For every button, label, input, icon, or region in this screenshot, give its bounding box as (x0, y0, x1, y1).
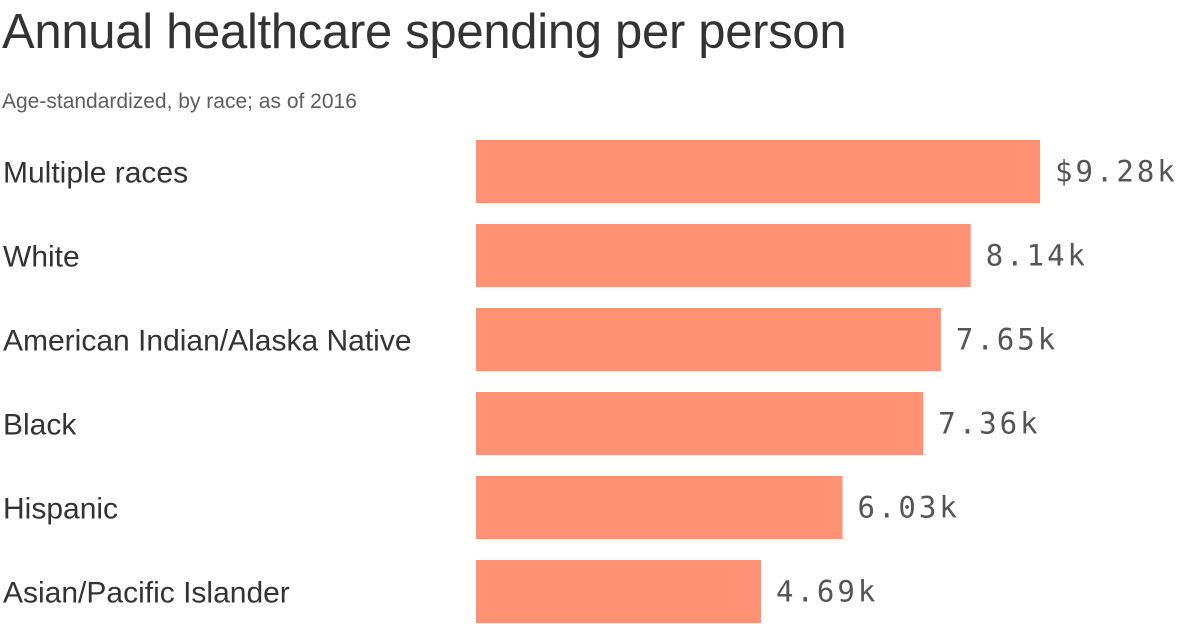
value-label: 8.14k (986, 239, 1088, 273)
value-label: $9.28k (1055, 155, 1178, 189)
category-label: Asian/Pacific Islander (3, 577, 290, 610)
category-label: American Indian/Alaska Native (3, 325, 412, 358)
bar (476, 224, 971, 287)
value-label: 7.65k (956, 323, 1058, 357)
bar (476, 308, 941, 371)
bar (476, 392, 924, 455)
category-label: Hispanic (3, 493, 118, 526)
value-label: 7.36k (938, 407, 1040, 441)
category-label: Multiple races (3, 157, 188, 190)
category-label: White (3, 241, 80, 274)
chart-title: Annual healthcare spending per person (2, 5, 847, 59)
category-label: Black (3, 409, 77, 442)
value-label: 6.03k (858, 491, 960, 525)
bar (476, 140, 1040, 203)
chart-subtitle: Age-standardized, by race; as of 2016 (2, 90, 357, 113)
value-label: 4.69k (776, 575, 878, 609)
bar (476, 560, 761, 623)
bar (476, 476, 843, 539)
